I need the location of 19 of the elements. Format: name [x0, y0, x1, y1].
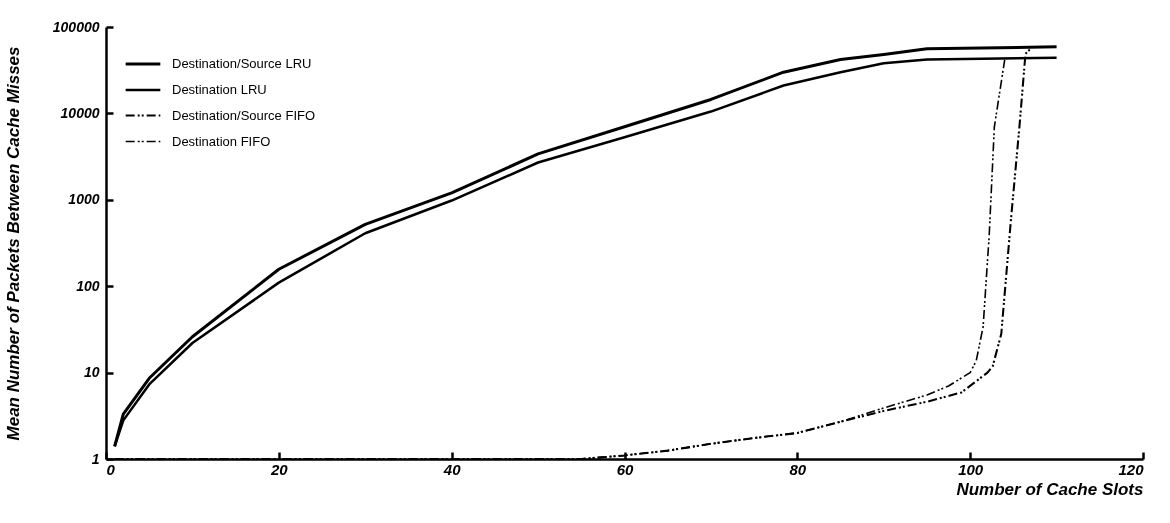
y-axis-title: Mean Number of Packets Between Cache Misses — [3, 46, 23, 441]
x-tick-label: 0 — [106, 460, 116, 478]
x-tick-label: 120 — [1118, 460, 1145, 478]
x-tick-label: 80 — [789, 460, 807, 478]
x-tick-label: 60 — [616, 460, 634, 478]
x-tick-label: 40 — [442, 460, 462, 478]
y-tick-label: 1000 — [68, 191, 100, 208]
y-tick-label: 10000 — [60, 104, 100, 121]
y-tick-label: 100000 — [52, 18, 100, 35]
y-tick-label: 10 — [83, 364, 100, 381]
legend-label: Destination LRU — [172, 82, 267, 97]
legend-label: Destination FIFO — [172, 133, 271, 149]
legend-label: Destination/Source LRU — [172, 56, 312, 71]
y-tick-label: 1 — [91, 450, 100, 467]
x-tick-label: 20 — [269, 460, 289, 478]
x-tick-label: 100 — [958, 460, 984, 478]
x-axis-title: Number of Cache Slots — [956, 479, 1144, 499]
legend-label: Destination/Source FIFO — [172, 107, 316, 123]
y-tick-label: 100 — [76, 277, 100, 294]
